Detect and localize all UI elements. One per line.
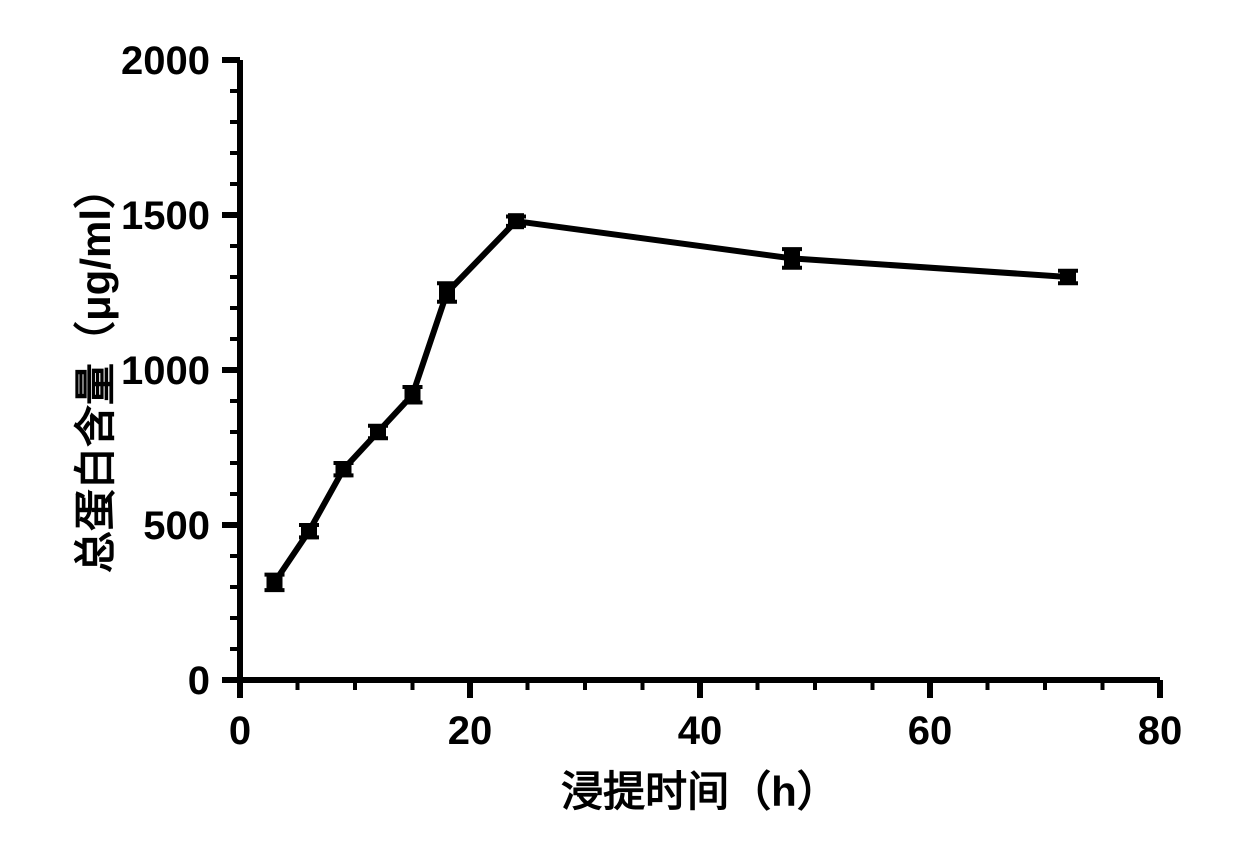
y-tick-label: 1500 — [121, 194, 210, 238]
x-tick-label: 40 — [678, 709, 723, 753]
x-tick-label: 0 — [229, 709, 251, 753]
data-marker — [508, 213, 524, 229]
chart-container: 0 20 40 60 80 0 500 1000 1500 2000 浸提时间（h） 总蛋白含量（μg… — [0, 0, 1239, 861]
data-marker — [1060, 269, 1076, 285]
data-marker — [336, 461, 352, 477]
data-marker — [439, 285, 455, 301]
x-tick-label: 80 — [1138, 709, 1183, 753]
data-marker — [784, 250, 800, 266]
y-axis-label: 总蛋白含量（μg/ml） — [72, 167, 119, 573]
data-marker — [267, 574, 283, 590]
line-chart: 0 20 40 60 80 0 500 1000 1500 2000 浸提时间（h） 总蛋白含量（μg… — [0, 0, 1239, 861]
x-axis-label: 浸提时间（h） — [561, 768, 839, 815]
y-tick-label: 0 — [188, 659, 210, 703]
x-tick-label: 20 — [448, 709, 493, 753]
data-marker — [370, 424, 386, 440]
y-tick-label: 500 — [143, 504, 210, 548]
data-marker — [405, 387, 421, 403]
y-tick-label: 2000 — [121, 39, 210, 83]
y-tick-label: 1000 — [121, 349, 210, 393]
x-tick-label: 60 — [908, 709, 953, 753]
data-marker — [301, 523, 317, 539]
